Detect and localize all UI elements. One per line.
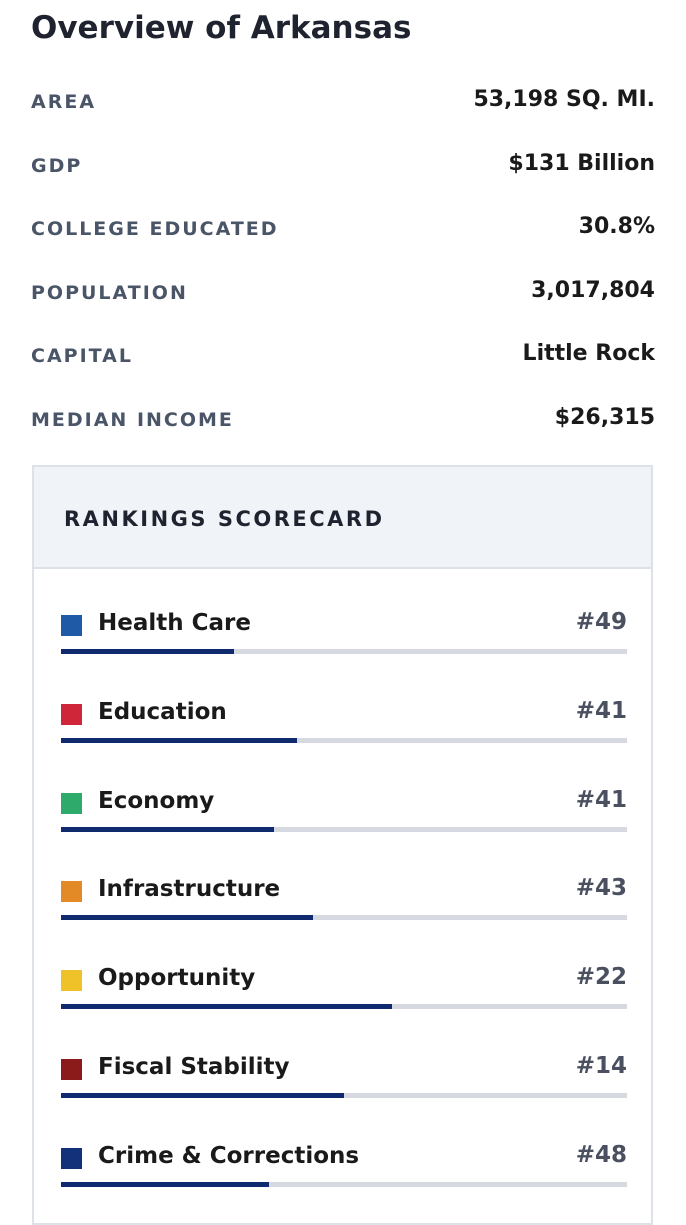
fact-value: 3,017,804 [531, 277, 655, 303]
bar-fill [61, 915, 313, 921]
bar-fill [61, 1181, 269, 1187]
score-label: Economy [98, 787, 215, 814]
page: Overview of Arkansas AREA 53,198 SQ. MI. G… [31, 10, 655, 1225]
score-item: Opportunity #22 [61, 964, 627, 1030]
fact-value: 30.8% [578, 214, 655, 240]
score-label: Opportunity [98, 965, 256, 992]
score-label: Health Care [98, 610, 251, 636]
score-label: Education [98, 698, 227, 725]
fact-row: MEDIAN INCOME $26,315 [31, 405, 655, 439]
fact-label: CAPITAL [31, 345, 133, 368]
bar-fill [61, 1004, 393, 1010]
bar-fill [61, 826, 274, 832]
page-title: Overview of Arkansas [31, 10, 412, 46]
bar-fill [61, 1093, 344, 1098]
bar-track [61, 826, 627, 832]
bar-track [61, 915, 627, 921]
fact-row: COLLEGE EDUCATED 30.8% [31, 214, 655, 248]
score-rank: #22 [575, 964, 627, 991]
bar-track [61, 1181, 627, 1187]
score-rank: #14 [575, 1053, 627, 1079]
fact-label: AREA [31, 91, 97, 113]
bar-fill [61, 737, 298, 743]
scorecard-title: RANKINGS SCORECARD [64, 507, 385, 531]
bar-track [61, 1004, 627, 1010]
score-rank: #49 [575, 609, 627, 635]
score-label: Crime & Corrections [98, 1142, 360, 1169]
fact-value: Little Rock [522, 341, 655, 367]
fact-value: 53,198 SQ. MI. [473, 87, 655, 112]
score-rank: #41 [575, 697, 627, 724]
score-item: Education #41 [61, 698, 627, 764]
color-swatch [61, 970, 82, 992]
fact-row: CAPITAL Little Rock [31, 341, 655, 375]
score-item: Infrastructure #43 [61, 875, 627, 941]
bar-track [61, 1093, 627, 1098]
color-swatch [61, 1059, 82, 1080]
fact-label: POPULATION [31, 281, 188, 304]
fact-value: $131 Billion [508, 150, 655, 176]
color-swatch [61, 615, 82, 636]
score-item: Health Care #49 [61, 609, 627, 675]
bar-track [61, 737, 627, 743]
color-swatch [61, 703, 82, 725]
fact-value: $26,315 [554, 405, 655, 430]
score-label: Infrastructure [98, 876, 281, 903]
score-rank: #43 [575, 875, 627, 902]
bar-fill [61, 649, 234, 654]
score-item: Fiscal Stability #14 [61, 1053, 627, 1119]
score-item: Economy #41 [61, 787, 627, 853]
fact-label: GDP [31, 154, 83, 177]
score-label: Fiscal Stability [98, 1054, 290, 1080]
color-swatch [61, 881, 82, 903]
color-swatch [61, 1147, 82, 1169]
score-item: Crime & Corrections #48 [61, 1142, 627, 1208]
score-rank: #48 [575, 1141, 627, 1168]
fact-row: AREA 53,198 SQ. MI. [31, 87, 655, 121]
fact-label: MEDIAN INCOME [31, 409, 234, 431]
scorecard: RANKINGS SCORECARD Health Care #49 Educati… [32, 465, 653, 1225]
color-swatch [61, 792, 82, 814]
fact-label: COLLEGE EDUCATED [31, 218, 279, 241]
score-rank: #41 [575, 786, 627, 813]
fact-row: POPULATION 3,017,804 [31, 278, 655, 312]
scorecard-header [34, 467, 651, 569]
bar-track [61, 649, 627, 654]
fact-row: GDP $131 Billion [31, 151, 655, 185]
